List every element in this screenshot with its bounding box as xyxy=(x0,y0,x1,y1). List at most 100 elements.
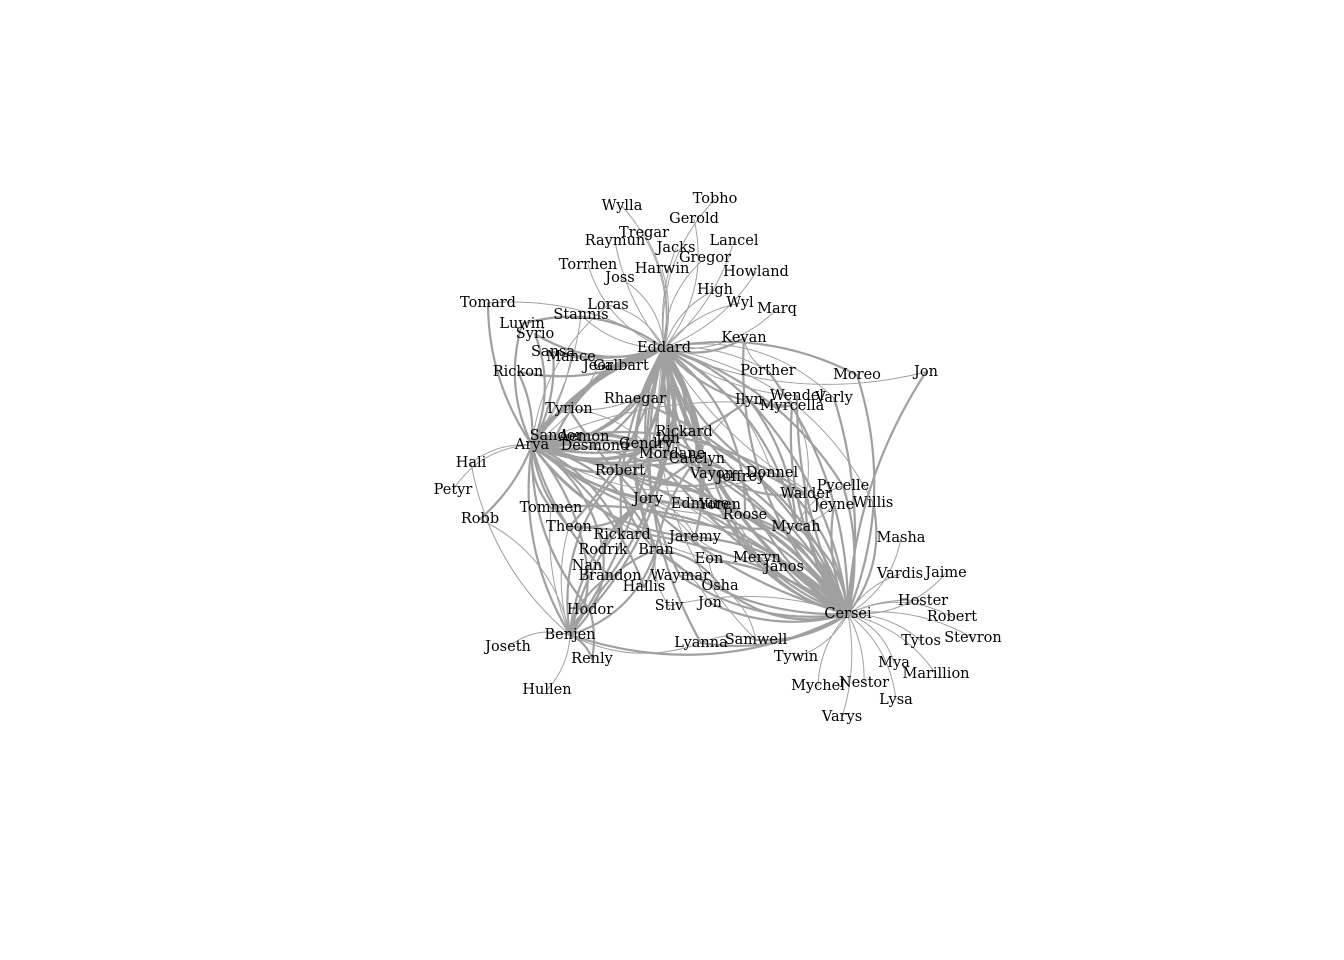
edge-cersei-jon xyxy=(846,370,928,616)
edge-bran-jon-3 xyxy=(655,549,711,604)
node-label-jory: Jory xyxy=(631,491,663,507)
edge-eddard-stannis xyxy=(580,314,665,349)
edge-robert-rickard xyxy=(618,430,686,473)
edge-eddard-rickon xyxy=(516,346,666,378)
node-label-raymun: Raymun xyxy=(585,233,646,249)
node-label-wyl: Wyl xyxy=(726,295,754,311)
edge-cersei-mychel xyxy=(817,613,849,687)
node-label-renly: Renly xyxy=(571,651,613,667)
edge-eddard-roose xyxy=(662,346,747,517)
node-label-sandor: Sandor xyxy=(530,428,583,444)
node-label-porther: Porther xyxy=(740,363,796,379)
node-label-mychel: Mychel xyxy=(791,678,845,694)
node-label-syrio: Syrio xyxy=(516,326,554,342)
node-label-tregar: Tregar xyxy=(619,225,669,241)
edge-eddard-varly xyxy=(663,343,835,399)
edge-cersei-kevan xyxy=(742,336,850,616)
edge-eddard-wyl xyxy=(663,302,741,349)
node-label-jon: Jon xyxy=(912,364,938,380)
node-label-rickard-2: Rickard xyxy=(593,527,650,543)
node-label-lancel: Lancel xyxy=(710,233,759,249)
edge-benjen-cersei xyxy=(568,612,850,656)
edge-lyanna-samwell xyxy=(700,635,757,644)
node-label-janos: Janos xyxy=(762,559,804,575)
node-label-mycah: Mycah xyxy=(771,519,820,535)
edge-cersei-waymar xyxy=(678,574,850,618)
node-label-tytos: Tytos xyxy=(901,633,941,649)
edge-eddard-gerold xyxy=(663,218,699,349)
node-label-hullen: Hullen xyxy=(522,682,571,698)
node-label-theon: Theon xyxy=(546,519,592,535)
edge-bran-hodor xyxy=(588,548,658,612)
node-label-petyr: Petyr xyxy=(434,482,473,498)
node-label-jeor: Jeor xyxy=(581,358,613,374)
node-label-roose: Roose xyxy=(723,507,767,523)
node-label-lyanna: Lyanna xyxy=(674,635,728,651)
node-label-meryn: Meryn xyxy=(733,550,781,566)
node-label-brandon: Brandon xyxy=(579,568,642,584)
edge-eddard-tobho xyxy=(662,198,716,349)
node-label-donnel: Donnel xyxy=(746,465,799,481)
edge-cersei-tyrion xyxy=(567,407,850,616)
edge-cersei-masha xyxy=(847,537,902,615)
node-label-torrhen: Torrhen xyxy=(559,257,617,273)
edge-eddard-howland xyxy=(663,271,757,349)
node-label-hallis: Hallis xyxy=(623,579,666,595)
edge-cersei-moreo xyxy=(846,373,876,616)
edge-arya-mycah xyxy=(530,443,798,530)
node-label-myrcella: Myrcella xyxy=(760,398,825,414)
node-label-joffrey: Joffrey xyxy=(715,469,766,485)
edge-myrcella-walder xyxy=(791,405,809,495)
node-label-pycelle: Pycelle xyxy=(817,478,870,494)
node-label-howland: Howland xyxy=(723,264,789,280)
node-label-hodor: Hodor xyxy=(567,602,613,618)
edge-eddard-high xyxy=(663,289,716,349)
node-label-layer: Eddard Arya Cersei Benjen Tobho Wylla GeroldTr… xyxy=(434,191,1002,725)
edge-arya-rickon xyxy=(516,370,534,447)
edge-cersei-rickard xyxy=(682,430,850,616)
node-label-rickard: Rickard xyxy=(655,424,712,440)
edge-eddard-sandor xyxy=(554,346,666,438)
edge-eddard-loras xyxy=(607,304,665,349)
node-label-eon: Eon xyxy=(695,551,724,567)
edge-cersei-marillion xyxy=(847,613,937,675)
node-label-kevan: Kevan xyxy=(721,330,766,346)
edge-catelyn-ilyn xyxy=(696,399,750,460)
edge-eddard-samwell xyxy=(657,347,757,641)
node-label-osha: Osha xyxy=(701,578,739,594)
node-label-robert-2: Robert xyxy=(927,609,977,625)
node-label-jeyne: Jeyne xyxy=(812,497,855,513)
node-label-eddard: Eddard xyxy=(637,340,691,356)
edge-arya-yoren xyxy=(530,443,722,507)
edge-sansa-jeor xyxy=(552,351,599,367)
node-label-moreo: Moreo xyxy=(833,367,881,383)
edge-benjen-nan xyxy=(568,564,589,637)
node-label-galbart: Galbart xyxy=(593,358,649,374)
node-label-benjen: Benjen xyxy=(545,627,596,643)
edge-yoren-meryn xyxy=(719,504,758,559)
edge-jaremy-meryn xyxy=(694,536,758,559)
node-label-mordane: Mordane xyxy=(639,446,705,462)
edge-eddard-jon-2 xyxy=(662,346,676,441)
edge-arya-loras xyxy=(531,304,609,446)
node-label-cersei: Cersei xyxy=(824,606,872,622)
edge-arya-joffrey xyxy=(530,440,743,479)
edge-benjen-robert xyxy=(566,469,622,637)
node-label-tywin: Tywin xyxy=(774,649,818,665)
node-label-jaremy: Jaremy xyxy=(667,529,722,545)
edge-robert-catelyn xyxy=(618,457,699,473)
edge-cersei-varly xyxy=(832,396,857,616)
edge-eddard-mycah xyxy=(662,346,798,529)
edge-eddard-donnel xyxy=(663,347,773,474)
edge-layer xyxy=(452,198,974,718)
edge-kevan-porther xyxy=(743,337,769,372)
node-label-jon-3: Jon xyxy=(696,595,722,611)
edge-eddard-torrhen xyxy=(587,264,665,349)
edge-jory-jaremy xyxy=(647,498,696,538)
node-label-jaime: Jaime xyxy=(923,565,966,581)
edge-arya-stannis xyxy=(531,314,582,446)
edge-jory-theon xyxy=(567,497,650,529)
edge-eddard-pycelle xyxy=(662,346,845,488)
node-label-sansa: Sansa xyxy=(531,344,575,360)
